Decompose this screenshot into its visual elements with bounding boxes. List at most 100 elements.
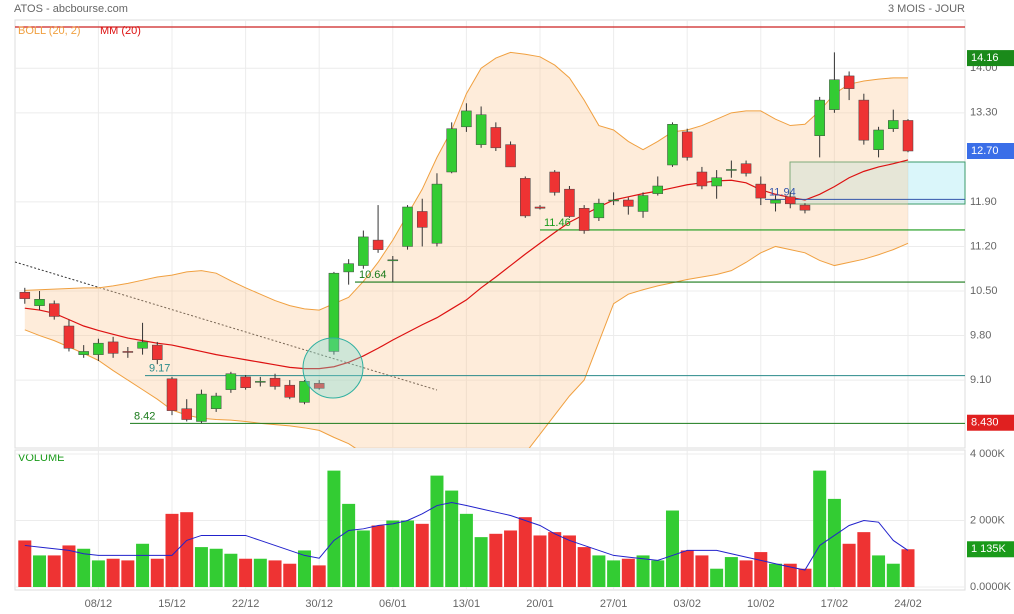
candle-body	[372, 239, 384, 250]
support-label: 11.46	[544, 217, 571, 229]
volume-bar	[695, 555, 709, 587]
volume-title: VOLUME	[18, 452, 64, 464]
volume-bar	[150, 558, 164, 587]
volume-tag	[967, 541, 1014, 558]
price-tag-label: 8.430	[971, 417, 999, 429]
candle-body	[313, 383, 325, 389]
candle-body	[888, 120, 899, 129]
volume-bar	[901, 549, 915, 587]
candle-body	[48, 303, 60, 317]
volume-bar	[474, 537, 488, 587]
candle-body	[652, 185, 664, 194]
volume-average	[24, 502, 909, 571]
volume-bar	[857, 532, 871, 587]
volume-bar	[783, 563, 797, 587]
y-tick-label: 11.90	[970, 196, 997, 208]
candle-body	[681, 131, 693, 158]
volume-bar	[165, 513, 179, 587]
candle-body	[740, 163, 752, 174]
candle-body	[578, 208, 590, 231]
volume-bar	[253, 558, 267, 587]
volume-bar	[842, 543, 856, 587]
candle-body	[475, 114, 487, 145]
price-panel	[14, 19, 966, 449]
volume-bar	[297, 550, 311, 587]
y-tick-label: 11.20	[970, 240, 997, 252]
volume-bar	[562, 535, 576, 587]
candle-body	[902, 120, 914, 152]
volume-bar	[665, 510, 679, 587]
candle-body	[107, 341, 119, 354]
highlight-circle	[302, 337, 364, 399]
y-tick-label: 13.30	[970, 107, 998, 119]
x-tick-label: 08/12	[85, 598, 113, 610]
support-label: 9.17	[149, 363, 170, 375]
x-tick-label: 15/12	[158, 598, 186, 610]
volume-bar	[356, 530, 370, 587]
candle-body	[829, 79, 840, 110]
candle-body	[343, 263, 354, 273]
x-tick-label: 27/01	[600, 598, 628, 610]
candle-body	[402, 206, 413, 247]
volume-bar	[827, 498, 841, 587]
price-tag	[967, 414, 1014, 431]
candle-body	[269, 377, 281, 387]
volume-tag-label: 1 135K	[971, 543, 1007, 555]
candle-body	[799, 204, 811, 211]
volume-bar	[239, 558, 253, 587]
y-tick-label: 9.80	[970, 329, 991, 341]
volume-bar	[209, 548, 223, 587]
trend-line	[14, 261, 438, 391]
x-tick-label: 17/02	[821, 598, 849, 610]
candle-body	[431, 183, 443, 244]
candle-body	[181, 408, 192, 420]
candle-body	[505, 144, 516, 168]
price-tag	[967, 50, 1014, 67]
volume-bar	[739, 560, 753, 587]
volume-bar	[710, 568, 724, 587]
candle-body	[755, 183, 767, 199]
support-label: 10.64	[359, 269, 387, 281]
band-upper	[24, 51, 908, 311]
legend-entry: MM (20)	[100, 25, 141, 37]
x-tick-label: 13/01	[453, 598, 481, 610]
volume-bar	[636, 555, 650, 587]
support-label: 8.42	[134, 410, 155, 422]
volume-bar	[430, 475, 444, 587]
volume-bar	[607, 560, 621, 587]
candle-body	[196, 393, 207, 422]
candle-body	[387, 259, 399, 262]
candle-body	[623, 199, 634, 207]
volume-bar	[371, 525, 385, 587]
candle-body	[255, 381, 266, 383]
y-tick-label: 2 000K	[970, 514, 1006, 526]
candle-body	[549, 171, 560, 193]
volume-bar	[121, 560, 135, 587]
volume-bar	[327, 470, 341, 587]
zone-box	[789, 161, 966, 205]
volume-bar	[577, 547, 591, 587]
volume-bar	[415, 523, 429, 587]
candle-body	[490, 127, 502, 149]
volume-bar	[18, 540, 32, 587]
candle-body	[637, 195, 649, 212]
volume-bar	[518, 517, 532, 587]
volume-bar	[224, 553, 238, 587]
candle-body	[122, 351, 134, 353]
x-tick-label: 03/02	[673, 598, 701, 610]
volume-bar	[106, 558, 120, 587]
x-tick-label: 30/12	[305, 598, 333, 610]
price-tag	[967, 143, 1014, 159]
candle-body	[858, 99, 870, 141]
candle-body	[873, 129, 884, 150]
volume-bar	[194, 547, 208, 587]
volume-bar	[386, 520, 400, 587]
candle-body	[328, 272, 340, 352]
volume-bar	[91, 560, 105, 587]
volume-bar	[533, 535, 547, 587]
candle-body	[240, 376, 251, 388]
volume-bar	[312, 565, 326, 587]
candle-body	[534, 206, 546, 209]
volume-bar	[798, 568, 812, 587]
candle-body	[137, 341, 148, 349]
